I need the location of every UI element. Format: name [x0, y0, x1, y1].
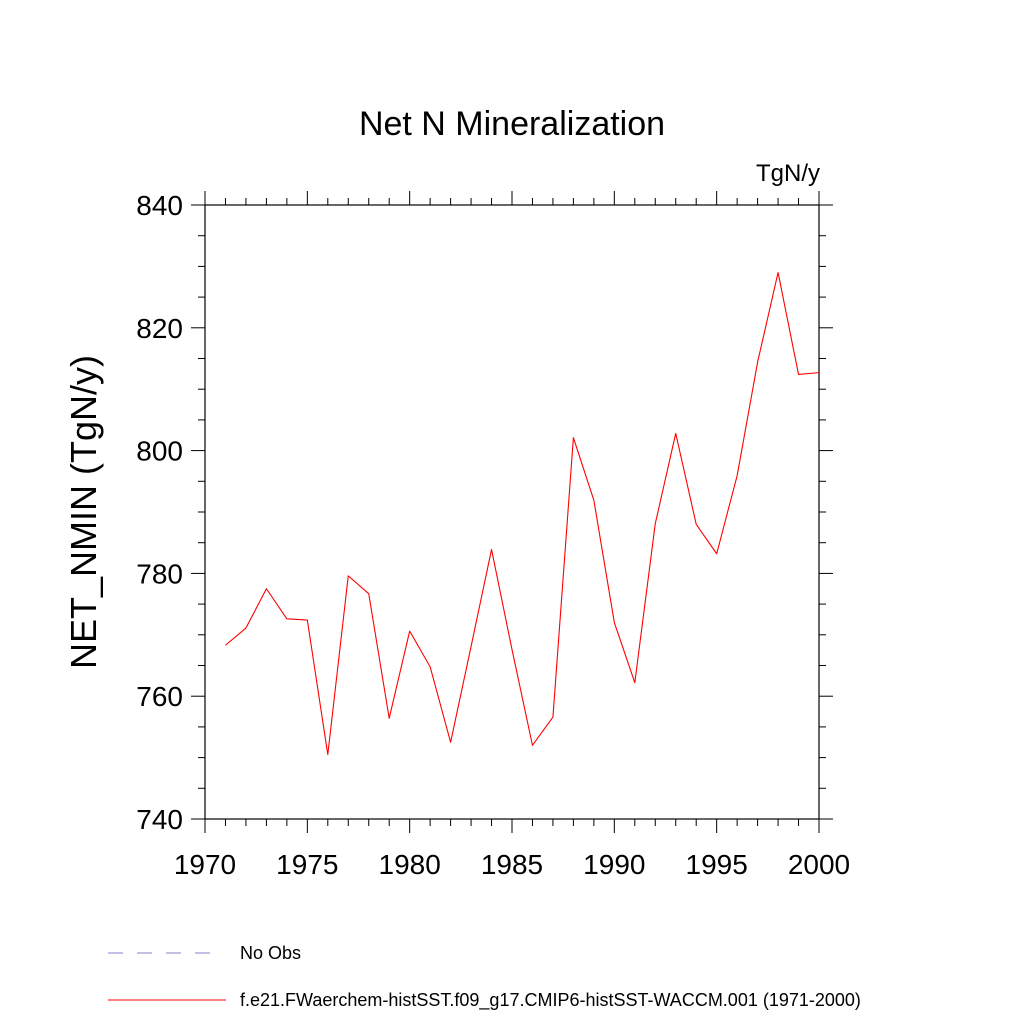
legend-obs-label: No Obs [240, 943, 301, 963]
x-tick-label: 1975 [276, 849, 338, 880]
y-tick-label: 760 [136, 681, 183, 712]
chart-title: Net N Mineralization [359, 105, 665, 143]
legend-series-label: f.e21.FWaerchem-histSST.f09_g17.CMIP6-hi… [240, 990, 861, 1011]
x-tick-label: 2000 [788, 849, 850, 880]
x-tick-label: 1995 [686, 849, 748, 880]
y-tick-label: 740 [136, 804, 183, 835]
x-tick-label: 1990 [583, 849, 645, 880]
y-tick-label: 780 [136, 558, 183, 589]
y-tick-label: 820 [136, 313, 183, 344]
units-label: TgN/y [756, 160, 820, 187]
y-tick-label: 800 [136, 436, 183, 467]
x-tick-label: 1980 [379, 849, 441, 880]
x-tick-label: 1970 [174, 849, 236, 880]
y-tick-label: 840 [136, 190, 183, 221]
series-layer [225, 271, 820, 756]
series-line [225, 271, 820, 756]
y-axis-label: NET_NMIN (TgN/y) [63, 355, 104, 669]
axis-ticks [191, 191, 833, 833]
tick-labels: 1970 1975 1980 1985 1990 1995 2000 740 760 780 800… [136, 190, 850, 880]
legend: No Obs f.e21.FWaerchem-histSST.f09_g17.C… [108, 943, 861, 1011]
x-tick-label: 1985 [481, 849, 543, 880]
